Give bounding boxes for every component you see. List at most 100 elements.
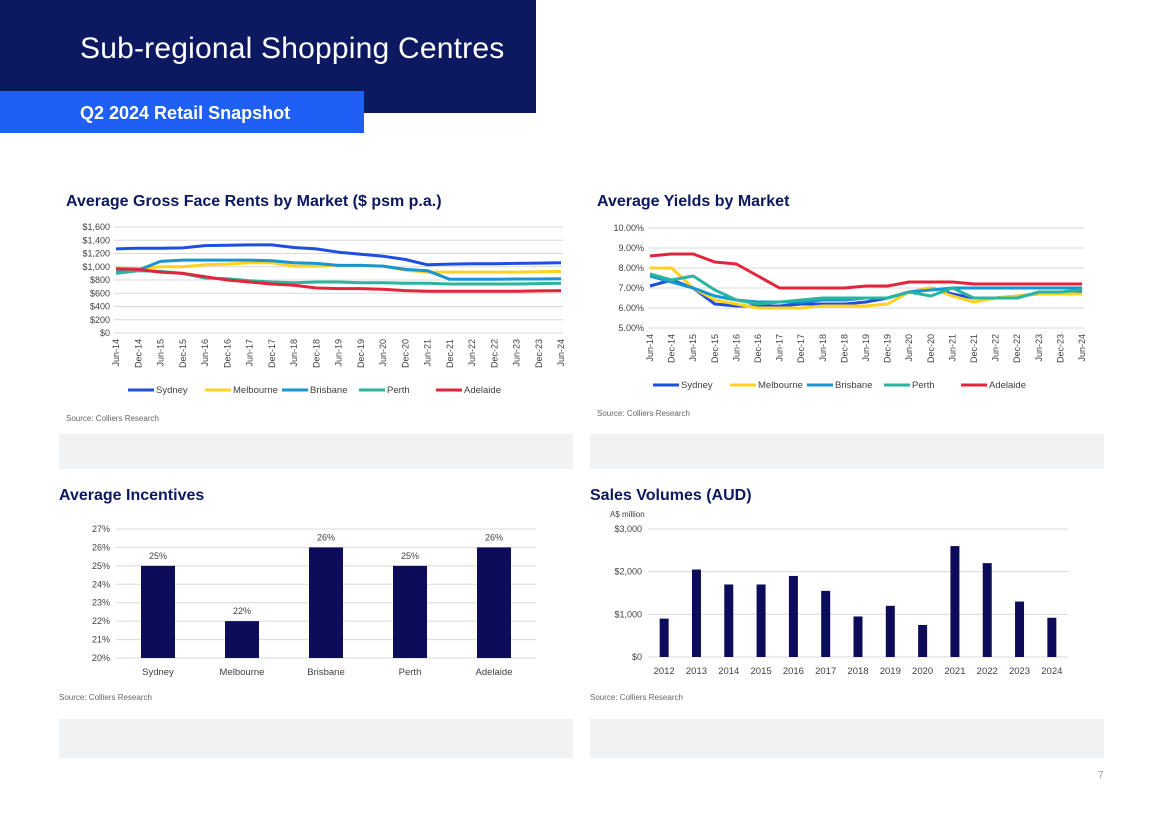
x-tick-label: Dec-22 (489, 339, 499, 368)
incentives-note-box (59, 719, 573, 758)
series-line-adelaide (649, 252, 1082, 290)
x-tick-label: Jun-23 (512, 339, 522, 367)
x-tick-label: Jun-15 (688, 334, 698, 362)
bar-2024 (1047, 617, 1057, 657)
y-tick-label: 9.00% (618, 243, 644, 253)
legend-label: Brisbane (310, 385, 348, 396)
y-tick-label: 5.00% (618, 323, 644, 333)
x-tick-label: Dec-17 (267, 339, 277, 368)
x-tick-label: 2012 (654, 666, 675, 677)
page-title: Sub-regional Shopping Centres (80, 32, 505, 65)
x-tick-label: Dec-19 (356, 339, 366, 368)
y-tick-label: 7.00% (618, 283, 644, 293)
bar-2018 (853, 616, 863, 657)
x-tick-label: 2021 (944, 666, 965, 677)
series-line-brisbane (115, 258, 562, 281)
x-tick-label: Jun-15 (156, 339, 166, 367)
x-tick-label: Dec-15 (178, 339, 188, 368)
bar-adelaide (477, 547, 511, 658)
x-tick-label: 2024 (1041, 666, 1062, 677)
x-tick-label: Jun-20 (904, 334, 914, 362)
x-tick-label: Jun-23 (1034, 334, 1044, 362)
y-tick-label: 23% (92, 598, 110, 608)
x-tick-label: Jun-16 (200, 339, 210, 367)
y-tick-label: 22% (92, 616, 110, 626)
data-label: 25% (401, 551, 419, 561)
data-label: 26% (317, 532, 335, 542)
rents-line-chart: $0 $200 $400 $600 $800 $1,000 $1,200 $1,400 $1,6… (82, 222, 566, 396)
x-tick-label: 2020 (912, 666, 933, 677)
x-tick-label: Jun-24 (556, 339, 566, 367)
x-tick-label: Jun-18 (818, 334, 828, 362)
series-line-adelaide (115, 267, 562, 293)
yields-note-box (590, 434, 1104, 469)
x-tick-label: Dec-15 (710, 334, 720, 363)
legend-label: Melbourne (758, 380, 803, 391)
legend-label: Adelaide (989, 380, 1026, 391)
x-tick-label: Dec-19 (883, 334, 893, 363)
x-tick-label: Sydney (142, 667, 174, 678)
x-tick-label: 2022 (977, 666, 998, 677)
x-tick-label: Dec-21 (445, 339, 455, 368)
volumes-source-note: Source: Colliers Research (590, 693, 683, 702)
x-tick-label: Jun-19 (334, 339, 344, 367)
legend-label: Brisbane (835, 380, 873, 391)
x-tick-label: 2013 (686, 666, 707, 677)
x-tick-label: Dec-21 (969, 334, 979, 363)
page-subtitle: Q2 2024 Retail Snapshot (80, 103, 291, 123)
subtitle-banner (0, 91, 364, 133)
y-tick-label: $0 (100, 328, 110, 338)
page-number: 7 (1098, 770, 1104, 781)
x-tick-label: 2015 (751, 666, 772, 677)
yields-line-chart: 5.00% 6.00% 7.00% 8.00% 9.00% 10.00% Jun-14 Dec… (613, 223, 1087, 391)
incentives-chart-title: Average Incentives (59, 487, 205, 504)
y-axis-label: A$ million (610, 510, 645, 519)
data-label: 25% (149, 551, 167, 561)
legend-label: Melbourne (233, 385, 278, 396)
y-tick-label: $1,400 (82, 235, 110, 245)
x-tick-label: Melbourne (220, 667, 265, 678)
x-tick-label: Jun-22 (467, 339, 477, 367)
volumes-chart-title: Sales Volumes (AUD) (590, 487, 752, 504)
data-label: 22% (233, 606, 251, 616)
y-tick-label: $2,000 (614, 567, 642, 577)
y-tick-label: $1,200 (82, 249, 110, 259)
y-tick-label: 10.00% (613, 223, 644, 233)
rents-source-note: Source: Colliers Research (66, 414, 159, 423)
x-tick-label: 2014 (718, 666, 739, 677)
bar-2017 (821, 590, 831, 657)
x-tick-label: Jun-20 (378, 339, 388, 367)
bar-2019 (885, 605, 895, 657)
x-tick-label: Jun-21 (947, 334, 957, 362)
y-tick-label: $3,000 (614, 524, 642, 534)
incentives-bar-chart: 20% 21% 22% 23% 24% 25% 26% 27% Sydney 25% Melbour… (92, 524, 536, 678)
bar-2014 (724, 584, 734, 657)
x-tick-label: 2023 (1009, 666, 1030, 677)
y-tick-label: 8.00% (618, 263, 644, 273)
y-tick-label: $1,000 (82, 262, 110, 272)
series-line-perth (649, 272, 1083, 306)
y-tick-label: $600 (90, 288, 110, 298)
bar-2013 (691, 569, 701, 657)
yields-chart-title: Average Yields by Market (597, 193, 790, 210)
rents-note-box (59, 434, 573, 469)
x-tick-label: 2017 (815, 666, 836, 677)
y-tick-label: $0 (632, 652, 642, 662)
y-tick-label: 20% (92, 653, 110, 663)
x-tick-label: Jun-16 (731, 334, 741, 362)
x-tick-label: Jun-24 (1077, 334, 1087, 362)
x-tick-label: Jun-17 (775, 334, 785, 362)
x-tick-label: Dec-22 (1012, 334, 1022, 363)
x-tick-label: Jun-14 (111, 339, 121, 367)
x-tick-label: Dec-18 (839, 334, 849, 363)
x-tick-label: Jun-17 (245, 339, 255, 367)
rents-chart-title: Average Gross Face Rents by Market ($ ps… (66, 193, 442, 210)
legend-label: Perth (387, 385, 410, 396)
x-tick-label: Dec-23 (1055, 334, 1065, 363)
x-tick-label: Dec-20 (400, 339, 410, 368)
bar-2012 (659, 618, 669, 657)
y-tick-label: 25% (92, 561, 110, 571)
bar-melbourne (225, 621, 259, 658)
x-tick-label: Dec-16 (222, 339, 232, 368)
series-line-sydney (115, 243, 562, 267)
